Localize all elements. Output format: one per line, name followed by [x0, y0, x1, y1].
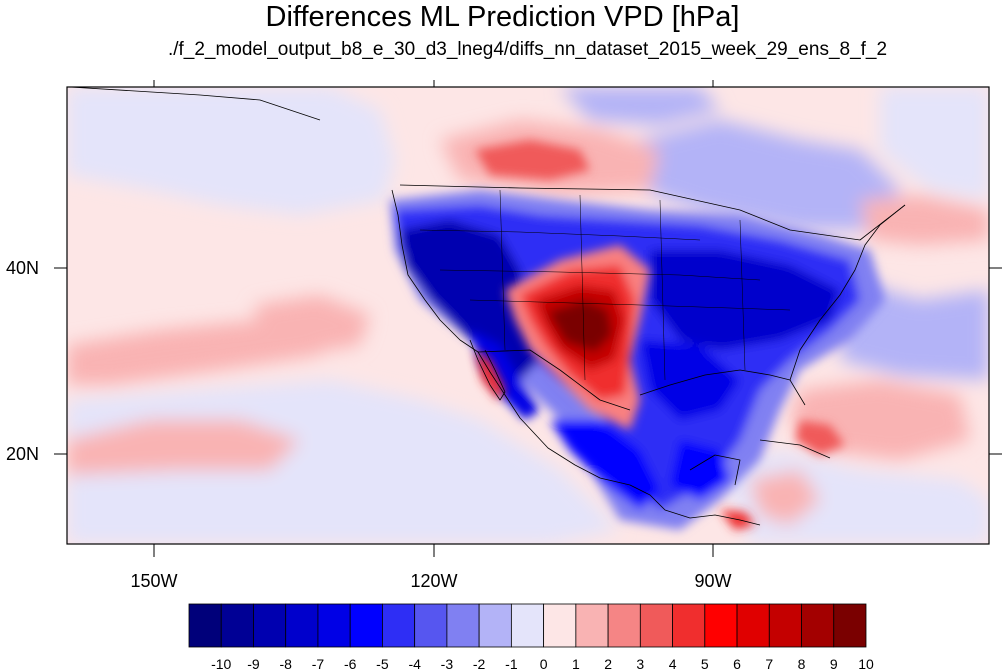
southwest-red-core — [475, 140, 845, 530]
colorbar-swatch — [382, 603, 416, 648]
colorbar-swatch — [736, 603, 770, 648]
us-canada-border — [399, 184, 906, 241]
colorbar-level-label: 9 — [829, 656, 838, 672]
baja-red — [475, 350, 505, 400]
lat-label-40n: 40N — [5, 258, 39, 278]
colorbar-level-label: -2 — [472, 656, 486, 672]
colorbar-swatch — [768, 603, 802, 648]
colorbar-level-label: 0 — [539, 656, 548, 672]
colorbar-level-label: 7 — [765, 656, 774, 672]
gulf-red-core — [795, 420, 845, 455]
colorbar-swatch — [543, 603, 577, 648]
colorbar-level-label: -9 — [247, 656, 260, 672]
colorbar-swatch — [188, 603, 222, 648]
us-mexico-border — [477, 349, 631, 411]
state-borders — [419, 189, 791, 381]
colorbar-level-label: -5 — [376, 656, 389, 672]
central-america-red — [720, 510, 755, 530]
west-coast-line — [391, 189, 761, 526]
colorbar-swatch — [220, 603, 254, 648]
colorbar-level-label: 6 — [733, 656, 741, 672]
baja-blue — [470, 330, 540, 420]
colorbar-level-label: -10 — [211, 656, 232, 672]
colorbar-level-label: -4 — [408, 656, 421, 672]
colorbar-swatch — [833, 603, 867, 648]
colorbar-swatch — [285, 603, 319, 648]
lon-label-120w: 120W — [410, 571, 458, 591]
colorbar-swatch — [801, 603, 835, 648]
colorbar-level-label: 2 — [604, 656, 612, 672]
colorbar-level-label: 10 — [858, 656, 874, 672]
colorbar-swatch — [478, 603, 512, 648]
south-atlantic-red — [750, 470, 820, 525]
new-england-red — [860, 195, 989, 245]
north-pacific-blue — [67, 87, 395, 215]
colorbar-swatch — [575, 603, 609, 648]
alaska-line — [69, 87, 321, 121]
colorbar-level-label: -8 — [279, 656, 292, 672]
pacific-red-patch — [255, 295, 370, 355]
atlantic-coast-line — [789, 204, 906, 381]
colorbar-swatch — [607, 603, 641, 648]
east-deep-blue — [650, 250, 840, 350]
yucatan-line — [689, 454, 741, 486]
page-title: Differences ML Prediction VPD [hPa] — [265, 1, 740, 33]
colorbar-swatch — [639, 603, 673, 648]
colorbar-level-label: 1 — [571, 656, 580, 672]
canada-red-core — [475, 140, 590, 180]
texas-blue — [640, 340, 740, 420]
colorbar-level-label: -3 — [440, 656, 454, 672]
colorbar-level-label: -6 — [343, 656, 357, 672]
page-subtitle: ./f_2_model_output_b8_e_30_d3_lneg4/diff… — [167, 39, 888, 60]
cuba-line — [759, 439, 831, 459]
colorbar-swatch — [704, 603, 738, 648]
hawaii-region-red — [67, 420, 300, 475]
colorbar-level-label: 8 — [797, 656, 806, 672]
colorbar-swatch — [510, 603, 545, 648]
colorbar-level-label: 5 — [700, 656, 709, 672]
map-frame — [66, 86, 990, 545]
hudson-blue — [560, 87, 720, 125]
lon-label-90w: 90W — [694, 571, 732, 591]
colorbar-swatch — [317, 603, 351, 648]
labrador-blue — [880, 87, 989, 200]
colorbar-swatch — [414, 603, 448, 648]
map-plot-area — [67, 87, 989, 544]
colorbar-level-label: -7 — [311, 656, 325, 672]
colorbar-swatch — [672, 603, 706, 648]
colorbar-swatch — [253, 603, 287, 648]
colorbar-level-label: -1 — [505, 656, 518, 672]
colorbar — [188, 603, 867, 648]
coastlines — [69, 87, 906, 526]
colorbar-swatch — [446, 603, 480, 648]
sw-red-deep — [548, 300, 612, 352]
lat-label-20n: 20N — [5, 444, 39, 464]
lon-label-150w: 150W — [130, 571, 178, 591]
baja-line — [469, 339, 506, 401]
axis-ticks — [54, 80, 1002, 557]
colorbar-swatch — [349, 603, 383, 648]
mexico-blue — [550, 420, 660, 510]
colorbar-level-label: 4 — [668, 656, 677, 672]
colorbar-level-label: 3 — [636, 656, 645, 672]
